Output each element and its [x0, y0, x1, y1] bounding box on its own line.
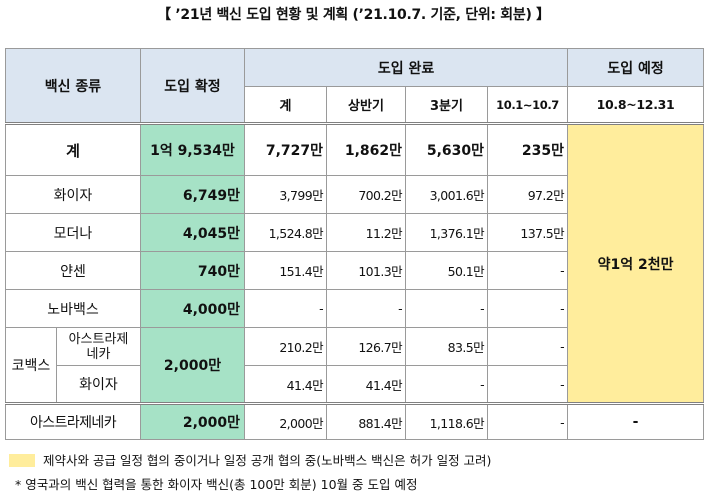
table-row-total: 계 1억 9,534만 7,727만 1,862만 5,630만 235만 약1… [5, 122, 705, 404]
footnote: * 영국과의 백신 협력을 통한 화이자 백신(총 100만 회분) 10월 중… [15, 477, 418, 492]
confirmed-cell: 6,749만 [140, 175, 245, 214]
completed-total-cell: 7,727만 [244, 122, 327, 176]
legend: 제약사와 공급 일정 협의 중이거나 일정 공개 협의 중(노바백스 백신은 허… [9, 450, 491, 469]
row-label: 화이자 [56, 365, 141, 404]
completed-total-cell: 41.4만 [244, 365, 327, 404]
oct-cell: 137.5만 [486, 213, 569, 252]
q3-cell: 3,001.6만 [405, 175, 488, 214]
header-sub-total: 계 [244, 86, 327, 124]
header-sub-h1: 상반기 [326, 86, 406, 124]
q3-cell: 50.1만 [405, 251, 488, 290]
completed-total-cell: 2,000만 [244, 402, 327, 440]
oct-cell: - [486, 251, 569, 290]
row-label: 얀센 [5, 251, 141, 290]
vaccine-table: 백신 종류 도입 확정 도입 완료 도입 예정 계 상반기 3분기 10.1~1… [5, 48, 705, 440]
h1-cell: - [326, 289, 406, 328]
row-label: 화이자 [5, 175, 141, 214]
header-sub-oct: 10.1~10.7 [486, 86, 569, 124]
oct-cell: - [486, 327, 569, 366]
row-label: 모더나 [5, 213, 141, 252]
table-row: 얀센 740만 151.4만 101.3만 50.1만 - [5, 251, 704, 290]
table-row: 모더나 4,045만 1,524.8만 11.2만 1,376.1만 137.5… [5, 213, 704, 252]
q3-cell: 1,118.6만 [405, 402, 488, 440]
table-row: 아스트라제네카 2,000만 2,000만 881.4만 1,118.6만 - … [5, 402, 705, 440]
completed-total-cell: 3,799만 [244, 175, 327, 214]
planned-cell: 약1억 2천만 [567, 122, 705, 404]
h1-cell: 101.3만 [326, 251, 406, 290]
oct-cell: - [486, 365, 569, 404]
h1-cell: 126.7만 [326, 327, 406, 366]
covax-group-label: 코백스 [5, 327, 57, 404]
table-row: 노바백스 4,000만 - - - - [5, 289, 704, 328]
header-vaccine-type: 백신 종류 [5, 48, 141, 124]
completed-total-cell: 151.4만 [244, 251, 327, 290]
oct-cell: - [486, 289, 569, 328]
planned-cell: - [567, 402, 705, 440]
oct-cell: 97.2만 [486, 175, 569, 214]
row-label: 아스트라제 네카 [56, 327, 141, 366]
row-label: 노바백스 [5, 289, 141, 328]
header-sub-q3: 3분기 [405, 86, 488, 124]
table-row: 화이자 6,749만 3,799만 700.2만 3,001.6만 97.2만 [5, 175, 704, 214]
header-planned: 도입 예정 [567, 48, 705, 87]
legend-swatch [9, 454, 35, 467]
confirmed-cell: 740만 [140, 251, 245, 290]
h1-cell: 700.2만 [326, 175, 406, 214]
table-row: 코백스 아스트라제 네카 2,000만 210.2만 126.7만 83.5만 … [5, 327, 704, 404]
h1-cell: 11.2만 [326, 213, 406, 252]
row-label: 계 [5, 122, 141, 176]
oct-cell: - [486, 402, 569, 440]
q3-cell: - [405, 289, 488, 328]
row-label: 아스트라제네카 [5, 402, 141, 440]
confirmed-cell: 2,000만 [140, 327, 245, 404]
h1-cell: 881.4만 [326, 402, 406, 440]
q3-cell: 83.5만 [405, 327, 488, 366]
oct-cell: 235만 [486, 122, 569, 176]
q3-cell: - [405, 365, 488, 404]
header-completed: 도입 완료 [243, 48, 569, 87]
h1-cell: 41.4만 [326, 365, 406, 404]
header-sub-plan: 10.8~12.31 [567, 86, 705, 124]
completed-total-cell: - [244, 289, 327, 328]
header-confirmed: 도입 확정 [140, 48, 245, 124]
q3-cell: 1,376.1만 [405, 213, 488, 252]
confirmed-cell: 4,045만 [140, 213, 245, 252]
confirmed-cell: 2,000만 [140, 402, 245, 440]
h1-cell: 1,862만 [326, 122, 406, 176]
completed-total-cell: 1,524.8만 [244, 213, 327, 252]
confirmed-cell: 1억 9,534만 [140, 122, 245, 176]
legend-text: 제약사와 공급 일정 협의 중이거나 일정 공개 협의 중(노바백스 백신은 허… [43, 453, 492, 468]
completed-total-cell: 210.2만 [244, 327, 327, 366]
table-title: 【 ’21년 백신 도입 현황 및 계획 (’21.10.7. 기준, 단위: … [157, 7, 550, 23]
confirmed-cell: 4,000만 [140, 289, 245, 328]
q3-cell: 5,630만 [405, 122, 488, 176]
